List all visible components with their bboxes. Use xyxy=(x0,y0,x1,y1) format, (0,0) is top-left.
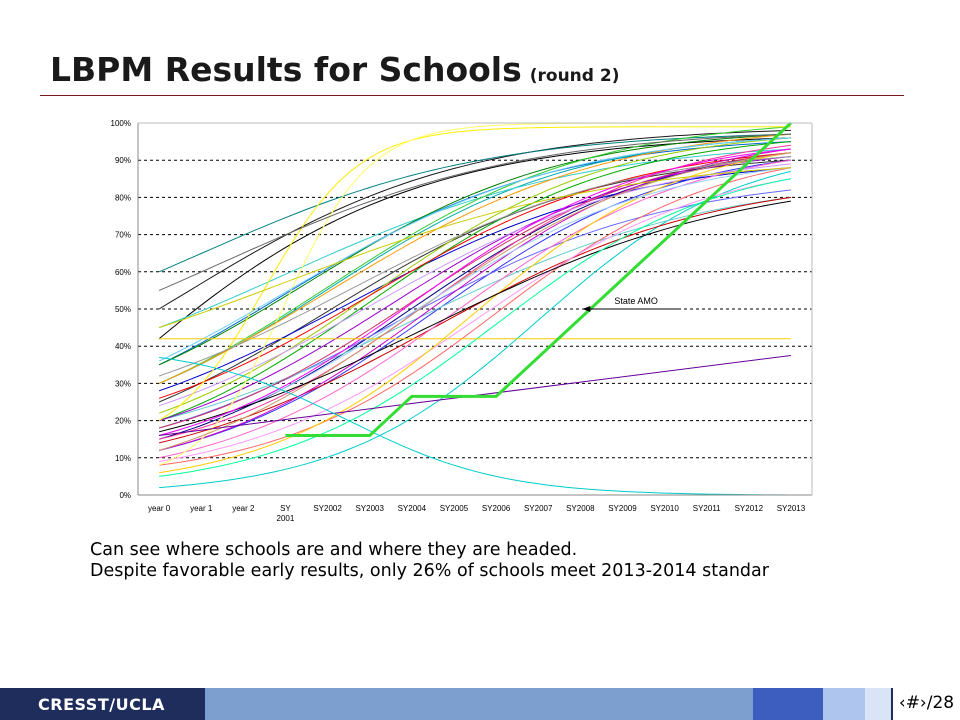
school-series-line xyxy=(158,159,791,451)
x-tick-label: SY2007 xyxy=(524,504,553,513)
footer-dark-strip xyxy=(0,688,205,720)
school-series-line xyxy=(158,148,791,329)
school-series-line xyxy=(158,167,791,436)
school-series-line xyxy=(159,152,791,474)
school-series-line xyxy=(158,144,791,440)
school-series-line xyxy=(158,156,791,422)
school-series-line xyxy=(158,163,791,407)
slide-title-suffix: (round 2) xyxy=(529,66,620,86)
x-tick-label: SY2010 xyxy=(650,504,679,513)
y-tick-label: 70% xyxy=(115,231,131,240)
x-tick-label: year 2 xyxy=(232,504,255,513)
y-tick-label: 20% xyxy=(115,417,131,426)
annotation-arrow-head xyxy=(582,306,591,312)
x-tick-label: SY2011 xyxy=(693,504,721,513)
x-tick-label: year 1 xyxy=(190,504,213,513)
school-series-line xyxy=(158,137,791,362)
school-series-line xyxy=(158,133,791,291)
caption-line-2: Despite favorable early results, only 26… xyxy=(90,561,769,581)
school-series-line xyxy=(159,178,791,477)
slide-title-main: LBPM Results for Schools xyxy=(50,50,522,89)
caption-line-1: Can see where schools are and where they… xyxy=(90,540,578,560)
x-tick-label: SY2013 xyxy=(777,504,806,513)
school-series-line xyxy=(158,126,791,384)
y-tick-label: 10% xyxy=(115,454,131,463)
y-tick-label: 90% xyxy=(115,156,131,165)
slide-footer: CRESST/UCLA ‹#›/28 xyxy=(0,688,960,720)
school-results-chart: 0% 10% 20% 30% 40% 50% 60% 70% 80% 90% 100% year 0 y… xyxy=(111,119,813,523)
footer-pale-strip xyxy=(865,688,891,720)
school-series-line xyxy=(158,148,791,451)
school-series-line xyxy=(158,137,791,414)
x-tick-label: year 0 xyxy=(148,504,171,513)
state-amo-line xyxy=(285,121,792,437)
school-series-line xyxy=(158,200,791,433)
footer-mid-strip xyxy=(205,688,753,720)
x-tick-label: SY2009 xyxy=(608,504,637,513)
y-tick-label: 0% xyxy=(119,491,131,500)
school-series-line xyxy=(158,141,791,422)
school-series-line xyxy=(158,167,791,329)
school-series-line xyxy=(158,196,791,422)
school-series-line xyxy=(158,133,791,366)
x-tick-label: 2001 xyxy=(277,514,295,523)
y-tick-label: 30% xyxy=(115,379,131,388)
school-series-line xyxy=(158,126,791,422)
footer-brand: CRESST/UCLA xyxy=(38,695,165,714)
footer-light-strip xyxy=(823,688,865,720)
y-tick-label: 50% xyxy=(115,305,131,314)
y-tick-label: 60% xyxy=(115,268,131,277)
school-series-line xyxy=(158,129,791,310)
footer-blue-strip xyxy=(753,688,823,720)
x-tick-label: SY2002 xyxy=(313,504,342,513)
title-divider xyxy=(40,95,904,96)
school-series-line xyxy=(159,167,791,466)
school-series-line xyxy=(158,148,791,436)
x-tick-label: SY xyxy=(280,504,291,513)
school-series-line xyxy=(158,133,791,273)
slide-caption: Can see where schools are and where they… xyxy=(90,540,930,582)
y-tick-label: 100% xyxy=(111,119,131,128)
x-tick-label: SY2008 xyxy=(566,504,595,513)
slide-title: LBPM Results for Schools (round 2) xyxy=(50,50,619,89)
x-tick-label: SY2006 xyxy=(482,504,511,513)
annotation-label: State AMO xyxy=(614,296,658,306)
x-tick-label: SY2003 xyxy=(355,504,384,513)
school-series-line xyxy=(158,156,791,377)
x-tick-label: SY2005 xyxy=(440,504,469,513)
school-series-line xyxy=(159,170,792,489)
school-series-line xyxy=(159,356,791,496)
school-series-line xyxy=(158,196,791,444)
x-tick-label: SY2004 xyxy=(398,504,427,513)
y-tick-label: 40% xyxy=(115,342,131,351)
x-tick-label: SY2012 xyxy=(735,504,764,513)
school-series-line xyxy=(159,178,791,462)
y-tick-label: 80% xyxy=(115,193,131,202)
school-series-line xyxy=(158,159,791,459)
school-series-line xyxy=(158,152,791,399)
slide-number: ‹#›/28 xyxy=(891,688,960,720)
school-series-line xyxy=(158,152,791,451)
